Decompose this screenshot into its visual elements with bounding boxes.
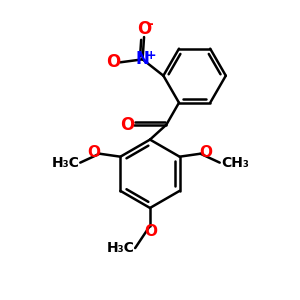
Text: O: O (137, 20, 151, 38)
Text: H₃C: H₃C (52, 156, 80, 170)
Text: O: O (120, 116, 134, 134)
Text: O: O (106, 53, 121, 71)
Text: O: O (144, 224, 157, 239)
Text: CH₃: CH₃ (221, 156, 249, 170)
Text: N: N (136, 50, 149, 68)
Text: O: O (88, 145, 101, 160)
Text: -: - (148, 17, 154, 31)
Text: O: O (199, 145, 212, 160)
Text: H₃C: H₃C (107, 241, 135, 255)
Text: +: + (146, 49, 156, 62)
